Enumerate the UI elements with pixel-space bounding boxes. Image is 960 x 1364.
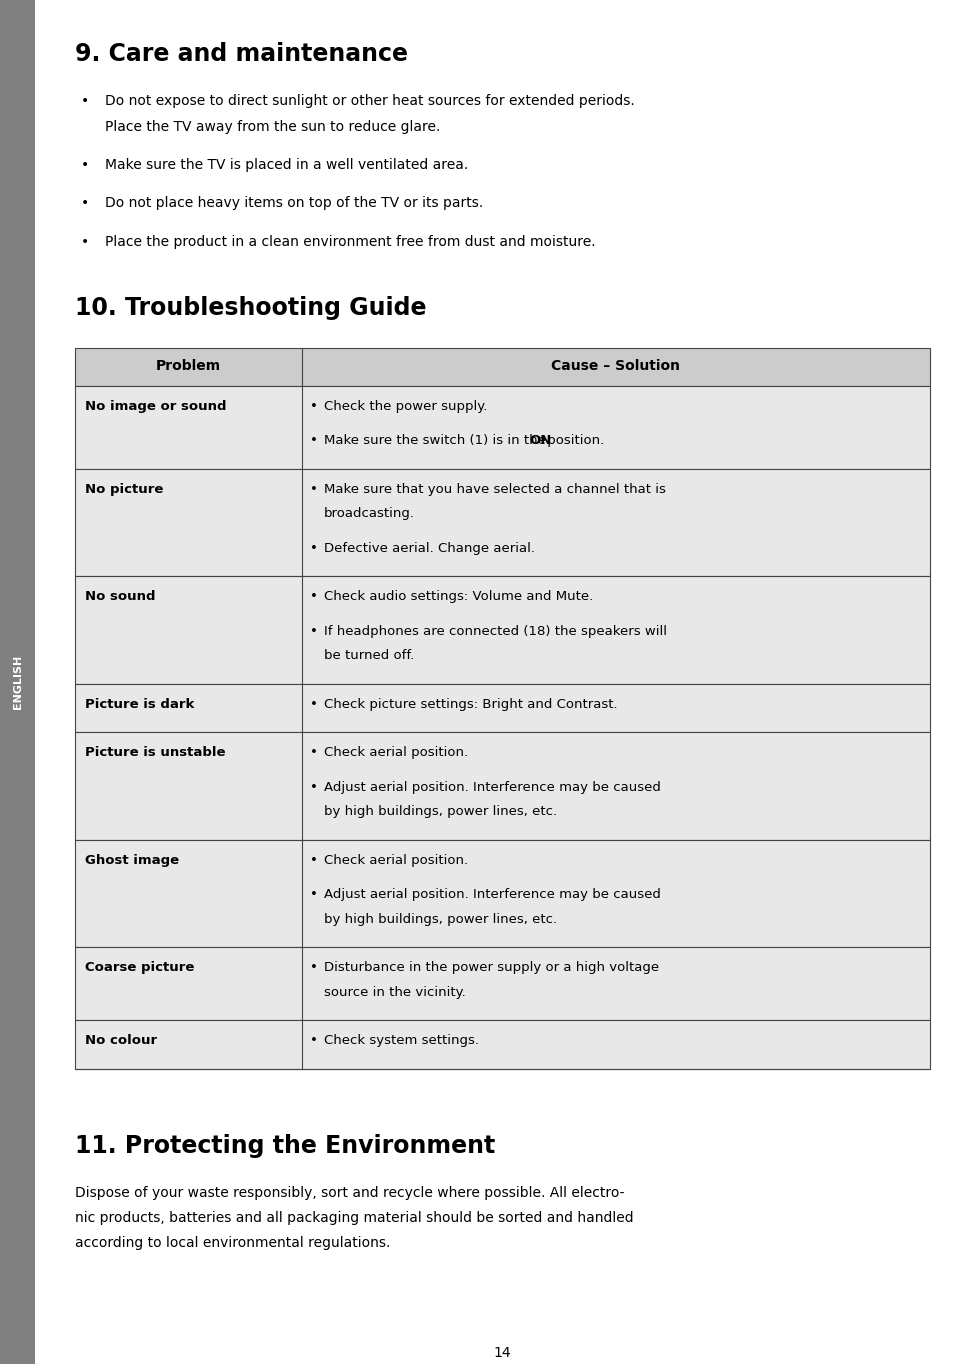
Text: •: • [310, 1034, 318, 1048]
Text: •: • [310, 962, 318, 974]
Text: •: • [310, 400, 318, 412]
Text: Check the power supply.: Check the power supply. [324, 400, 487, 412]
Text: Picture is unstable: Picture is unstable [85, 746, 226, 758]
Bar [0, 0, 35, 1364]
Text: Check picture settings: Bright and Contrast.: Check picture settings: Bright and Contr… [324, 697, 617, 711]
Text: Check aerial position.: Check aerial position. [324, 746, 468, 758]
Text: Check system settings.: Check system settings. [324, 1034, 479, 1048]
Bar [75, 732, 930, 839]
Text: Make sure that you have selected a channel that is: Make sure that you have selected a chann… [324, 483, 665, 495]
Text: Adjust aerial position. Interference may be caused: Adjust aerial position. Interference may… [324, 780, 660, 794]
Bar [75, 576, 930, 683]
Text: by high buildings, power lines, etc.: by high buildings, power lines, etc. [324, 913, 557, 926]
Text: If headphones are connected (18) the speakers will: If headphones are connected (18) the spe… [324, 625, 666, 637]
Text: Ghost image: Ghost image [85, 854, 180, 866]
Text: Cause – Solution: Cause – Solution [551, 360, 681, 374]
Text: Do not place heavy items on top of the TV or its parts.: Do not place heavy items on top of the T… [105, 196, 483, 210]
Bar [75, 1020, 930, 1068]
Text: by high buildings, power lines, etc.: by high buildings, power lines, etc. [324, 805, 557, 818]
Text: nic products, batteries and all packaging material should be sorted and handled: nic products, batteries and all packagin… [75, 1211, 634, 1225]
Text: •: • [310, 746, 318, 758]
Bar [75, 386, 930, 468]
Text: •: • [310, 542, 318, 555]
Text: 11. Protecting the Environment: 11. Protecting the Environment [75, 1133, 495, 1158]
Text: Coarse picture: Coarse picture [85, 962, 194, 974]
Text: No sound: No sound [85, 591, 156, 603]
Text: •: • [81, 196, 89, 210]
Text: Picture is dark: Picture is dark [85, 697, 194, 711]
Text: position.: position. [543, 434, 605, 447]
Text: •: • [310, 780, 318, 794]
Text: 10. Troubleshooting Guide: 10. Troubleshooting Guide [75, 296, 426, 319]
Text: 9. Care and maintenance: 9. Care and maintenance [75, 42, 408, 65]
Text: Place the TV away from the sun to reduce glare.: Place the TV away from the sun to reduce… [105, 120, 441, 134]
Text: •: • [310, 888, 318, 902]
Text: broadcasting.: broadcasting. [324, 507, 415, 520]
Text: •: • [81, 158, 89, 172]
Bar [75, 839, 930, 947]
Text: source in the vicinity.: source in the vicinity. [324, 986, 466, 998]
Text: Place the product in a clean environment free from dust and moisture.: Place the product in a clean environment… [105, 235, 595, 250]
Text: Disturbance in the power supply or a high voltage: Disturbance in the power supply or a hig… [324, 962, 659, 974]
Text: No colour: No colour [85, 1034, 157, 1048]
Text: Problem: Problem [156, 360, 221, 374]
Text: be turned off.: be turned off. [324, 649, 414, 662]
Bar [75, 348, 930, 386]
Bar [75, 683, 930, 732]
Text: Defective aerial. Change aerial.: Defective aerial. Change aerial. [324, 542, 535, 555]
Text: Make sure the switch (1) is in the: Make sure the switch (1) is in the [324, 434, 550, 447]
Text: •: • [310, 591, 318, 603]
Text: ENGLISH: ENGLISH [12, 655, 22, 709]
Text: •: • [310, 854, 318, 866]
Text: 14: 14 [493, 1346, 512, 1360]
Text: ON: ON [530, 434, 552, 447]
Text: Make sure the TV is placed in a well ventilated area.: Make sure the TV is placed in a well ven… [105, 158, 468, 172]
Text: Check audio settings: Volume and Mute.: Check audio settings: Volume and Mute. [324, 591, 593, 603]
Text: •: • [310, 625, 318, 637]
Text: Check aerial position.: Check aerial position. [324, 854, 468, 866]
Text: No image or sound: No image or sound [85, 400, 227, 412]
Text: Dispose of your waste responsibly, sort and recycle where possible. All electro-: Dispose of your waste responsibly, sort … [75, 1185, 625, 1199]
Text: •: • [310, 434, 318, 447]
Text: No picture: No picture [85, 483, 163, 495]
Text: •: • [81, 235, 89, 250]
Text: Do not expose to direct sunlight or other heat sources for extended periods.: Do not expose to direct sunlight or othe… [105, 94, 635, 108]
Text: •: • [310, 697, 318, 711]
Text: •: • [310, 483, 318, 495]
Bar [75, 947, 930, 1020]
Text: according to local environmental regulations.: according to local environmental regulat… [75, 1237, 391, 1251]
Bar [75, 468, 930, 576]
Text: •: • [81, 94, 89, 108]
Text: Adjust aerial position. Interference may be caused: Adjust aerial position. Interference may… [324, 888, 660, 902]
